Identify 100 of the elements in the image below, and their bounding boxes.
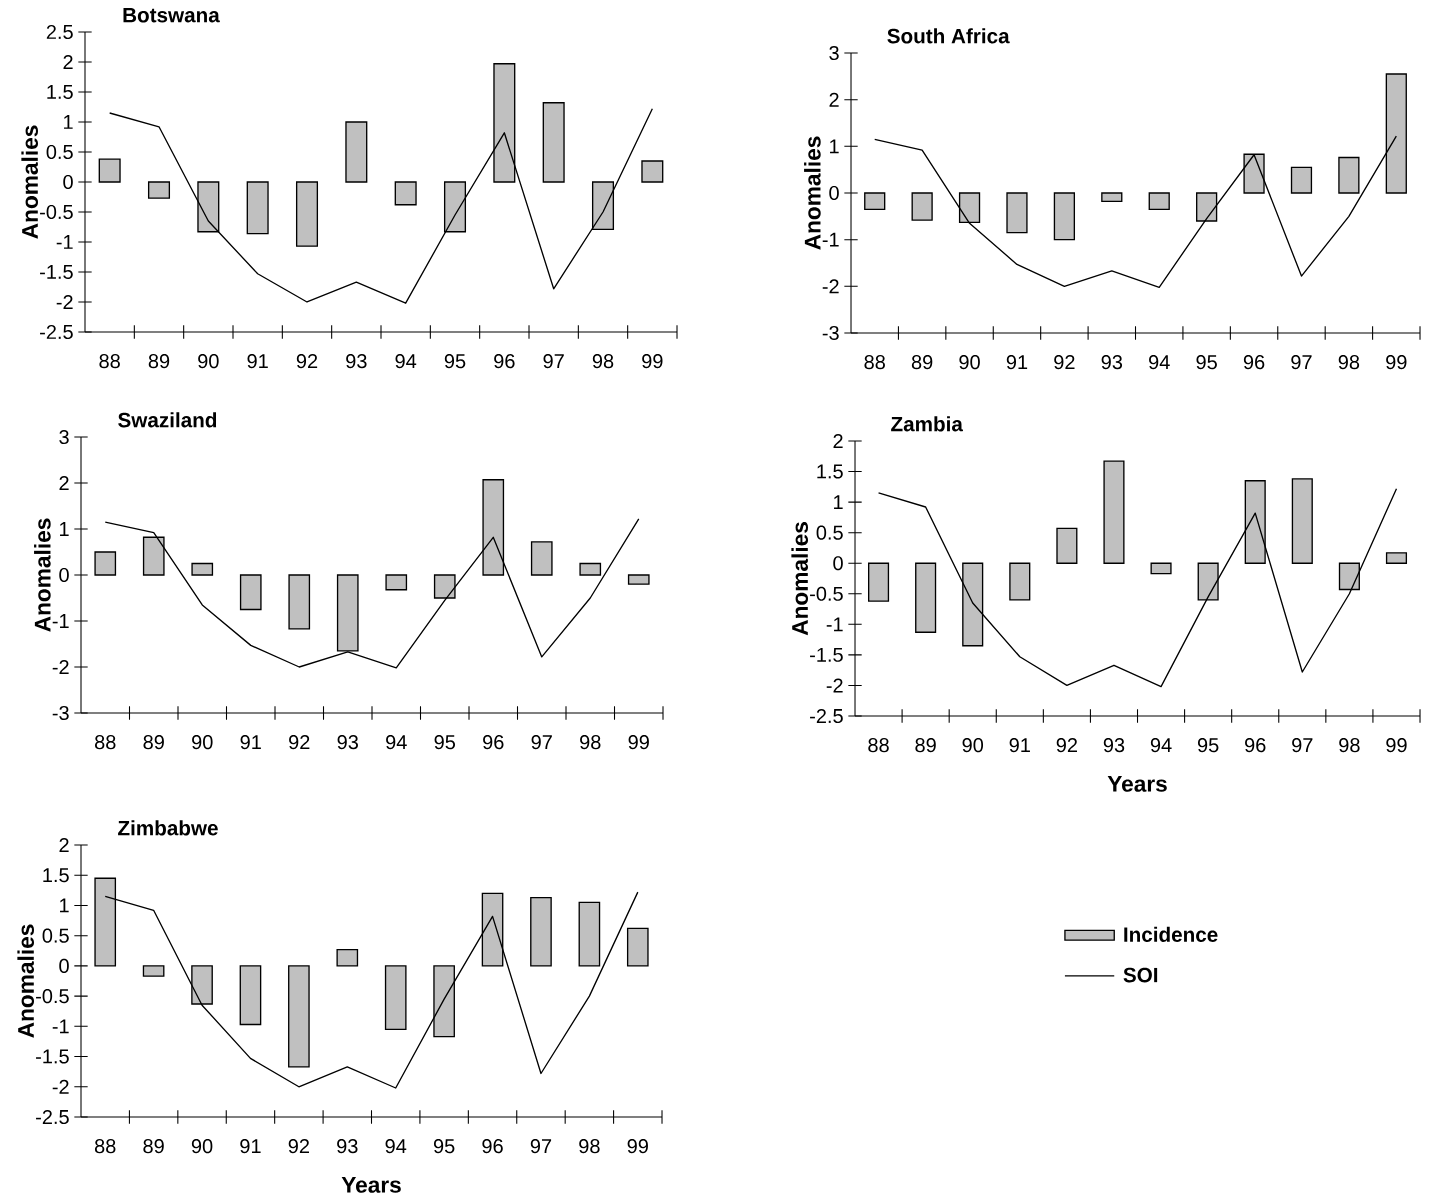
chart-title: Swaziland bbox=[118, 412, 217, 428]
bar bbox=[1385, 552, 1408, 564]
x-axis-title: Years bbox=[341, 1177, 401, 1193]
bar bbox=[1103, 460, 1125, 564]
y-tick-label: -2.5 bbox=[810, 708, 843, 724]
y-tick-label: 1 bbox=[60, 898, 69, 913]
x-tick-label: 93 bbox=[346, 354, 367, 369]
y-tick-label: 0.5 bbox=[816, 525, 843, 540]
y-tick-label: 1 bbox=[60, 522, 69, 536]
x-tick-label: 99 bbox=[1386, 738, 1407, 753]
y-tick-label: 2 bbox=[59, 476, 69, 490]
bar bbox=[911, 192, 933, 221]
y-tick-label: 2.5 bbox=[46, 24, 73, 40]
x-tick-label: 99 bbox=[628, 735, 649, 750]
x-tick-label: 93 bbox=[337, 1139, 358, 1154]
y-tick-label: 2 bbox=[829, 92, 839, 107]
x-tick-label: 91 bbox=[1006, 355, 1028, 370]
bar bbox=[868, 562, 890, 602]
x-tick-label: 96 bbox=[483, 735, 504, 750]
bar bbox=[1290, 166, 1313, 194]
x-tick-label: 91 bbox=[1009, 738, 1030, 753]
y-tick-label: 1 bbox=[830, 139, 839, 154]
x-tick-label: 89 bbox=[911, 355, 933, 370]
y-axis-title: Anomalies bbox=[21, 125, 39, 239]
x-tick-label: 89 bbox=[148, 354, 170, 369]
y-tick-label: -1 bbox=[822, 232, 839, 247]
bar bbox=[98, 158, 121, 183]
x-tick-label: 91 bbox=[247, 354, 268, 369]
bar bbox=[591, 181, 615, 231]
x-tick-label: 99 bbox=[627, 1139, 648, 1154]
y-tick-label: -1 bbox=[56, 235, 73, 249]
bar bbox=[142, 965, 165, 977]
bar bbox=[1291, 478, 1313, 564]
y-tick-label: -1.5 bbox=[810, 647, 843, 662]
bar bbox=[295, 181, 319, 247]
bar bbox=[530, 541, 553, 576]
x-tick-label: 92 bbox=[296, 354, 318, 369]
y-tick-label: -0.5 bbox=[36, 989, 69, 1004]
bar bbox=[626, 927, 649, 967]
x-tick-label: 92 bbox=[1054, 355, 1075, 370]
x-tick-label: 99 bbox=[1386, 355, 1407, 370]
bar bbox=[191, 965, 213, 1005]
y-tick-label: 0 bbox=[63, 174, 73, 190]
x-tick-label: 95 bbox=[1196, 355, 1217, 370]
y-tick-label: 1.5 bbox=[43, 868, 69, 883]
x-tick-label: 95 bbox=[444, 354, 466, 369]
bar bbox=[94, 551, 117, 576]
x-tick-label: 91 bbox=[240, 1139, 261, 1154]
x-tick-label: 90 bbox=[198, 354, 219, 369]
bar bbox=[246, 181, 269, 235]
y-axis-title: Anomalies bbox=[791, 522, 809, 636]
bar bbox=[1196, 192, 1218, 222]
y-tick-label: 0 bbox=[59, 958, 69, 973]
chart-title: Zimbabwe bbox=[118, 820, 218, 836]
y-tick-label: 0 bbox=[833, 556, 843, 571]
bar bbox=[336, 574, 359, 652]
x-tick-label: 98 bbox=[580, 735, 601, 750]
bar bbox=[1053, 192, 1076, 241]
y-axis-title: Anomalies bbox=[17, 924, 35, 1038]
bar bbox=[385, 574, 408, 591]
bar bbox=[1338, 562, 1360, 591]
x-tick-label: 98 bbox=[579, 1139, 600, 1154]
x-tick-label: 96 bbox=[1243, 355, 1265, 370]
bar bbox=[1243, 153, 1265, 194]
y-tick-label: -2.5 bbox=[36, 1109, 69, 1125]
bar bbox=[530, 896, 552, 967]
x-tick-label: 89 bbox=[143, 1139, 164, 1154]
y-tick-label: -1 bbox=[826, 617, 843, 632]
y-tick-label: 1.5 bbox=[47, 85, 73, 99]
bar bbox=[958, 192, 981, 224]
bar bbox=[336, 948, 359, 967]
x-tick-label: 97 bbox=[1292, 738, 1313, 753]
bar bbox=[579, 562, 602, 576]
x-tick-label: 97 bbox=[530, 1139, 552, 1154]
y-axis-title: Anomalies bbox=[34, 518, 51, 632]
bar bbox=[394, 181, 417, 206]
x-tick-label: 88 bbox=[94, 1139, 116, 1154]
y-tick-label: 0 bbox=[829, 185, 839, 201]
x-axis-title: Years bbox=[1107, 776, 1167, 792]
bar bbox=[197, 181, 220, 233]
bar bbox=[191, 562, 214, 576]
y-tick-label: -1.5 bbox=[36, 1049, 69, 1064]
y-tick-label: -2 bbox=[52, 660, 69, 674]
x-tick-label: 88 bbox=[99, 354, 120, 369]
chart-title: Zambia bbox=[891, 416, 963, 432]
bar bbox=[433, 574, 456, 599]
legend-label: SOI bbox=[1123, 967, 1158, 983]
bar bbox=[345, 121, 368, 183]
bar bbox=[142, 536, 165, 576]
y-tick-label: -2.5 bbox=[40, 324, 73, 340]
bar bbox=[1101, 192, 1123, 203]
x-tick-label: 92 bbox=[288, 1139, 309, 1154]
x-tick-label: 96 bbox=[494, 354, 515, 369]
x-tick-label: 89 bbox=[143, 735, 164, 750]
x-tick-label: 93 bbox=[1101, 355, 1123, 370]
y-tick-label: -1 bbox=[52, 1019, 69, 1034]
y-tick-label: 0.5 bbox=[42, 928, 69, 943]
x-tick-label: 98 bbox=[1338, 355, 1360, 370]
x-tick-label: 98 bbox=[1339, 738, 1360, 753]
chart-title: Botswana bbox=[123, 7, 220, 23]
